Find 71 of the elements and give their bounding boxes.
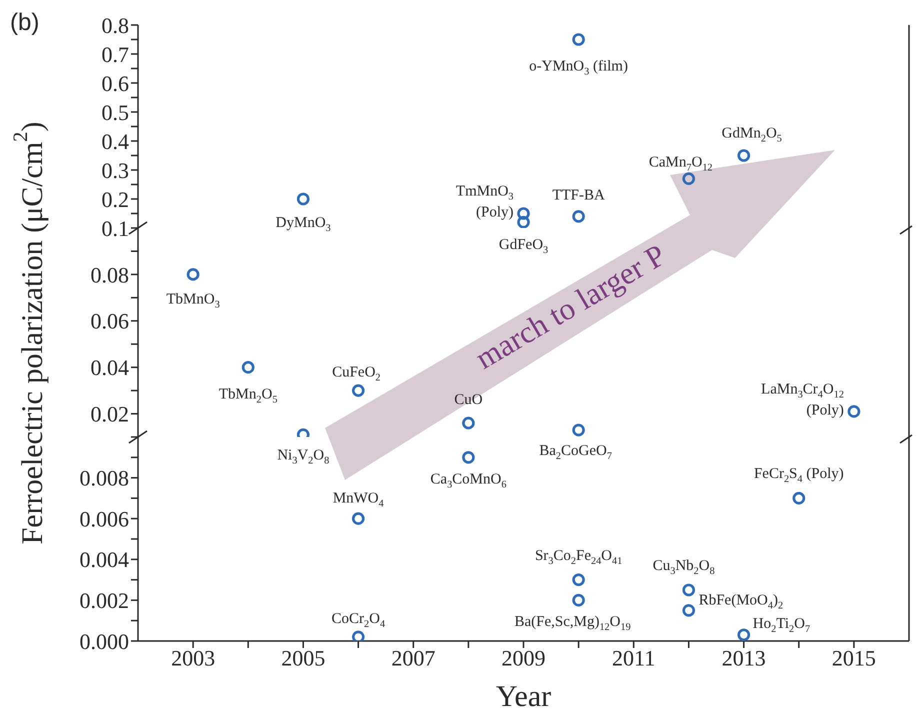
point (352, 512, 365, 525)
y-tick-label: 0.004 (80, 547, 129, 572)
y-tick-label: 0.4 (102, 128, 129, 154)
annotation: Ba(Fe,Sc,Mg)$_{12}$O$_{19}$ (514, 614, 631, 634)
annotation: TTF-BA (552, 187, 605, 204)
point (352, 384, 365, 397)
point (572, 33, 585, 46)
point (517, 216, 530, 228)
y-tick-label: 0.7 (102, 42, 129, 67)
annotation: TbMnO$_{3}$ (166, 291, 220, 310)
x-tick-label: 2005 (281, 646, 326, 671)
point (242, 361, 254, 374)
x-tick-label: 2013 (722, 646, 766, 671)
y-tick-label: 0.002 (80, 588, 129, 614)
x-tick-label: 2009 (502, 646, 546, 671)
point (682, 172, 696, 185)
annotation: FeCr$_{2}$S$_{4}$ (Poly) (754, 466, 844, 486)
point (517, 207, 530, 220)
annotation: GdFeO$_{3}$ (498, 237, 548, 256)
y-tick-label: 0.8 (102, 12, 129, 38)
annotation: CuO (454, 392, 483, 408)
x-tick-label: 2007 (391, 646, 436, 671)
y-tick-label: 0.000 (80, 628, 129, 654)
y-tick-label: 0.008 (80, 466, 129, 491)
annotation: GdMn$_{2}$O$_{5}$ (722, 126, 782, 144)
text: (b) (10, 8, 40, 36)
annotation: LaMn$_{3}$Cr$_{4}$O$_{12}$ (Poly) (761, 381, 844, 418)
annotation: Ni$_{3}$V$_{2}$O$_{8}$ (277, 448, 330, 467)
point (737, 149, 750, 162)
y-tick-label: 0.02 (90, 402, 129, 427)
y-tick-label: 0.1 (102, 216, 129, 241)
annotation: o-YMnO$_{3}$ (film) (529, 58, 628, 78)
x-axis-title: Year (496, 680, 552, 712)
point (682, 584, 696, 596)
y-tick-label: 0.3 (102, 158, 129, 183)
point (296, 192, 310, 206)
annotation: Ba$_{2}$CoGeO$_{7}$ (539, 443, 612, 462)
y-tick-label: 0.04 (90, 355, 129, 380)
annotation: CaMn$_{7}$O$_{12}$ (648, 154, 713, 174)
point (682, 604, 696, 617)
point (186, 268, 200, 281)
annotation: DyMnO$_{3}$ (276, 215, 331, 234)
point (572, 574, 585, 586)
point (572, 210, 585, 223)
annotation: CuFeO$_{2}$ (332, 364, 381, 384)
point (737, 628, 750, 641)
annotation: MnWO$_{4}$ (332, 490, 384, 510)
x-tick-label: 2011 (612, 646, 656, 671)
x-tick-label: 2015 (832, 646, 876, 671)
point (462, 416, 475, 430)
y-tick-label: 0.5 (102, 100, 129, 125)
annotation: Ho$_{2}$Ti$_{2}$O$_{7}$ (752, 616, 810, 635)
y-tick-label: 0.6 (102, 70, 129, 96)
annotation: CoCr$_{2}$O$_{4}$ (332, 610, 386, 630)
point (572, 594, 585, 606)
point (792, 492, 806, 504)
y-tick-label: 0.006 (80, 506, 129, 532)
annotation: TbMn$_{2}$O$_{5}$ (218, 386, 278, 406)
point (462, 451, 475, 464)
annotation: RbFe(MoO$_{4}$)$_{2}$ (698, 592, 784, 612)
y-tick-label: 0.2 (102, 186, 129, 212)
point (848, 405, 860, 418)
y-tick-label: 0.08 (90, 262, 129, 288)
point (352, 630, 365, 641)
annotation: Ca$_{3}$CoMnO$_{6}$ (430, 471, 506, 490)
y-tick-label: 0.06 (90, 308, 129, 334)
annotation: TmMnO$_{3}$ (Poly) (456, 184, 514, 220)
point (572, 424, 585, 436)
annotation: Sr$_{3}$Co$_{2}$Fe$_{24}$O$_{41}$ (534, 548, 622, 567)
x-tick-label: 2003 (171, 646, 216, 671)
annotation: Cu$_{3}$Nb$_{2}$O$_{8}$ (652, 558, 715, 577)
